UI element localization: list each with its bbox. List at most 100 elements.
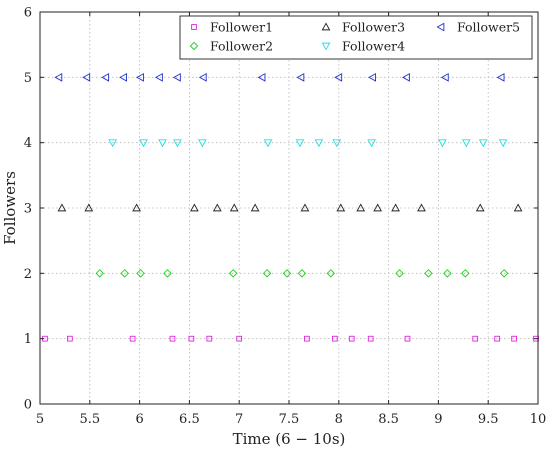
data-point [212,203,222,212]
x-tick-label: 9 [434,412,442,427]
data-point [367,335,374,342]
data-point [295,139,305,148]
y-tick-label: 3 [24,202,32,217]
legend-marker [191,24,197,30]
x-tick-label: 8 [335,412,343,427]
data-point [282,269,292,278]
data-point [136,269,145,278]
data-point [139,139,148,148]
data-point [173,139,182,148]
legend-marker [321,42,331,51]
legend-label: Follower5 [457,20,520,35]
data-point [478,139,488,148]
data-point [461,269,470,278]
legend-marker [436,22,445,32]
data-point [404,335,411,342]
data-point [236,335,243,342]
data-point [120,269,129,278]
data-point [228,269,238,278]
data-point [300,203,310,212]
series-1 [42,335,539,342]
data-point [314,139,324,148]
data-point [326,269,336,278]
data-point [158,139,167,148]
data-point [297,269,307,278]
legend-label: Follower1 [210,20,273,35]
data-point [54,72,63,82]
data-point [296,72,305,82]
legend: Follower1 Follower2 Follower3 Follower4 Foll… [179,15,533,60]
data-point [356,203,366,212]
data-point [84,203,94,212]
x-tick-label: 6 [135,412,143,427]
x-tick-label: 7 [235,412,243,427]
data-point [348,335,355,342]
data-point [82,72,91,82]
y-axis-label: Followers [1,171,19,245]
data-point [440,72,449,82]
data-point [190,203,199,212]
data-point [336,203,346,212]
data-point [229,203,239,212]
data-point [511,335,517,342]
data-point [373,203,383,212]
data-point [132,203,141,212]
x-tick-label: 7.5 [279,412,300,427]
data-point [136,72,144,82]
data-point [198,72,207,82]
data-point [368,72,376,82]
data-point [461,139,471,148]
series-2 [95,269,509,278]
data-point [172,72,181,82]
x-tick-label: 5 [36,412,44,427]
axis-ticks: 5 5.5 6 6.5 7 7.5 8 8.5 9 9.5 10 0 1 2 3 4 5 6 [24,6,547,428]
y-tick-label: 5 [24,71,32,86]
series-3 [57,203,523,212]
data-point [263,139,273,148]
legend-marker [321,22,331,31]
data-point [257,72,266,82]
data-point [163,269,172,278]
x-tick-label: 10 [530,412,547,427]
x-tick-label: 9.5 [478,412,499,427]
legend-marker [189,41,199,51]
data-point [101,72,110,82]
data-point [57,203,67,212]
y-tick-label: 0 [24,398,32,413]
data-point [334,72,343,82]
data-point [154,72,163,82]
x-tick-label: 5.5 [79,412,100,427]
y-tick-label: 4 [24,136,32,151]
legend-label: Follower4 [342,39,405,54]
x-tick-label: 8.5 [378,412,399,427]
data-point [391,203,400,212]
data-point [304,335,310,342]
legend-label: Follower3 [342,20,405,35]
data-point [513,203,523,212]
data-point [197,139,207,148]
data-point [169,335,176,342]
legend-box [179,15,533,60]
series-4 [108,139,508,148]
data-point [206,335,213,342]
data-point [331,335,338,342]
x-axis-label: Time (6 − 10s) [233,430,346,448]
y-tick-label: 1 [24,332,32,347]
data-point [438,139,447,148]
data-point [402,72,410,82]
data-point [188,335,195,342]
data-point [262,269,272,278]
data-markers [42,72,539,342]
data-point [367,139,377,148]
data-point [498,139,508,148]
data-point [119,72,127,82]
data-point [443,269,452,278]
data-point [108,139,118,148]
data-point [332,139,342,148]
data-point [499,269,509,278]
data-point [472,335,479,342]
data-point [250,203,260,212]
x-tick-label: 6.5 [179,412,200,427]
data-point [496,72,505,82]
